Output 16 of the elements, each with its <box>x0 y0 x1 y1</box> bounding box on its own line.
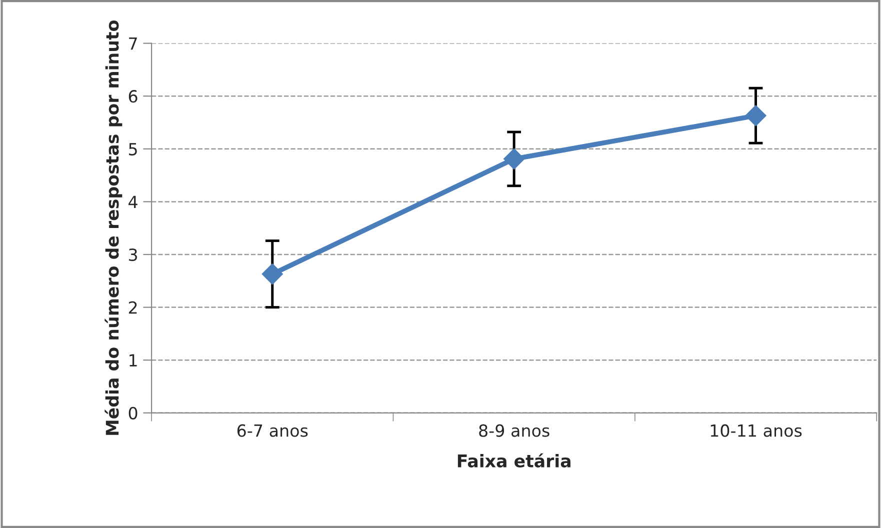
y-tick-label: 5 <box>129 143 137 156</box>
x-axis-title: Faixa etária <box>458 453 570 468</box>
x-tick-label: 6-7 anos <box>237 424 308 437</box>
y-axis-title: Média do número de respostas por minuto <box>104 20 122 435</box>
y-tick-label: 4 <box>128 196 138 208</box>
y-tick-label: 1 <box>130 354 137 366</box>
x-tick-label: 10-11 anos <box>710 424 802 437</box>
x-tick-label: 8-9 anos <box>479 424 550 437</box>
point <box>504 148 525 170</box>
y-tick-label: 2 <box>128 301 137 314</box>
y-tick-label: 6 <box>128 90 138 103</box>
point <box>262 264 283 285</box>
y-tick-label: 7 <box>129 37 137 50</box>
y-tick-label: 3 <box>129 248 137 262</box>
y-tick-label: 0 <box>128 406 138 420</box>
point <box>745 105 766 126</box>
